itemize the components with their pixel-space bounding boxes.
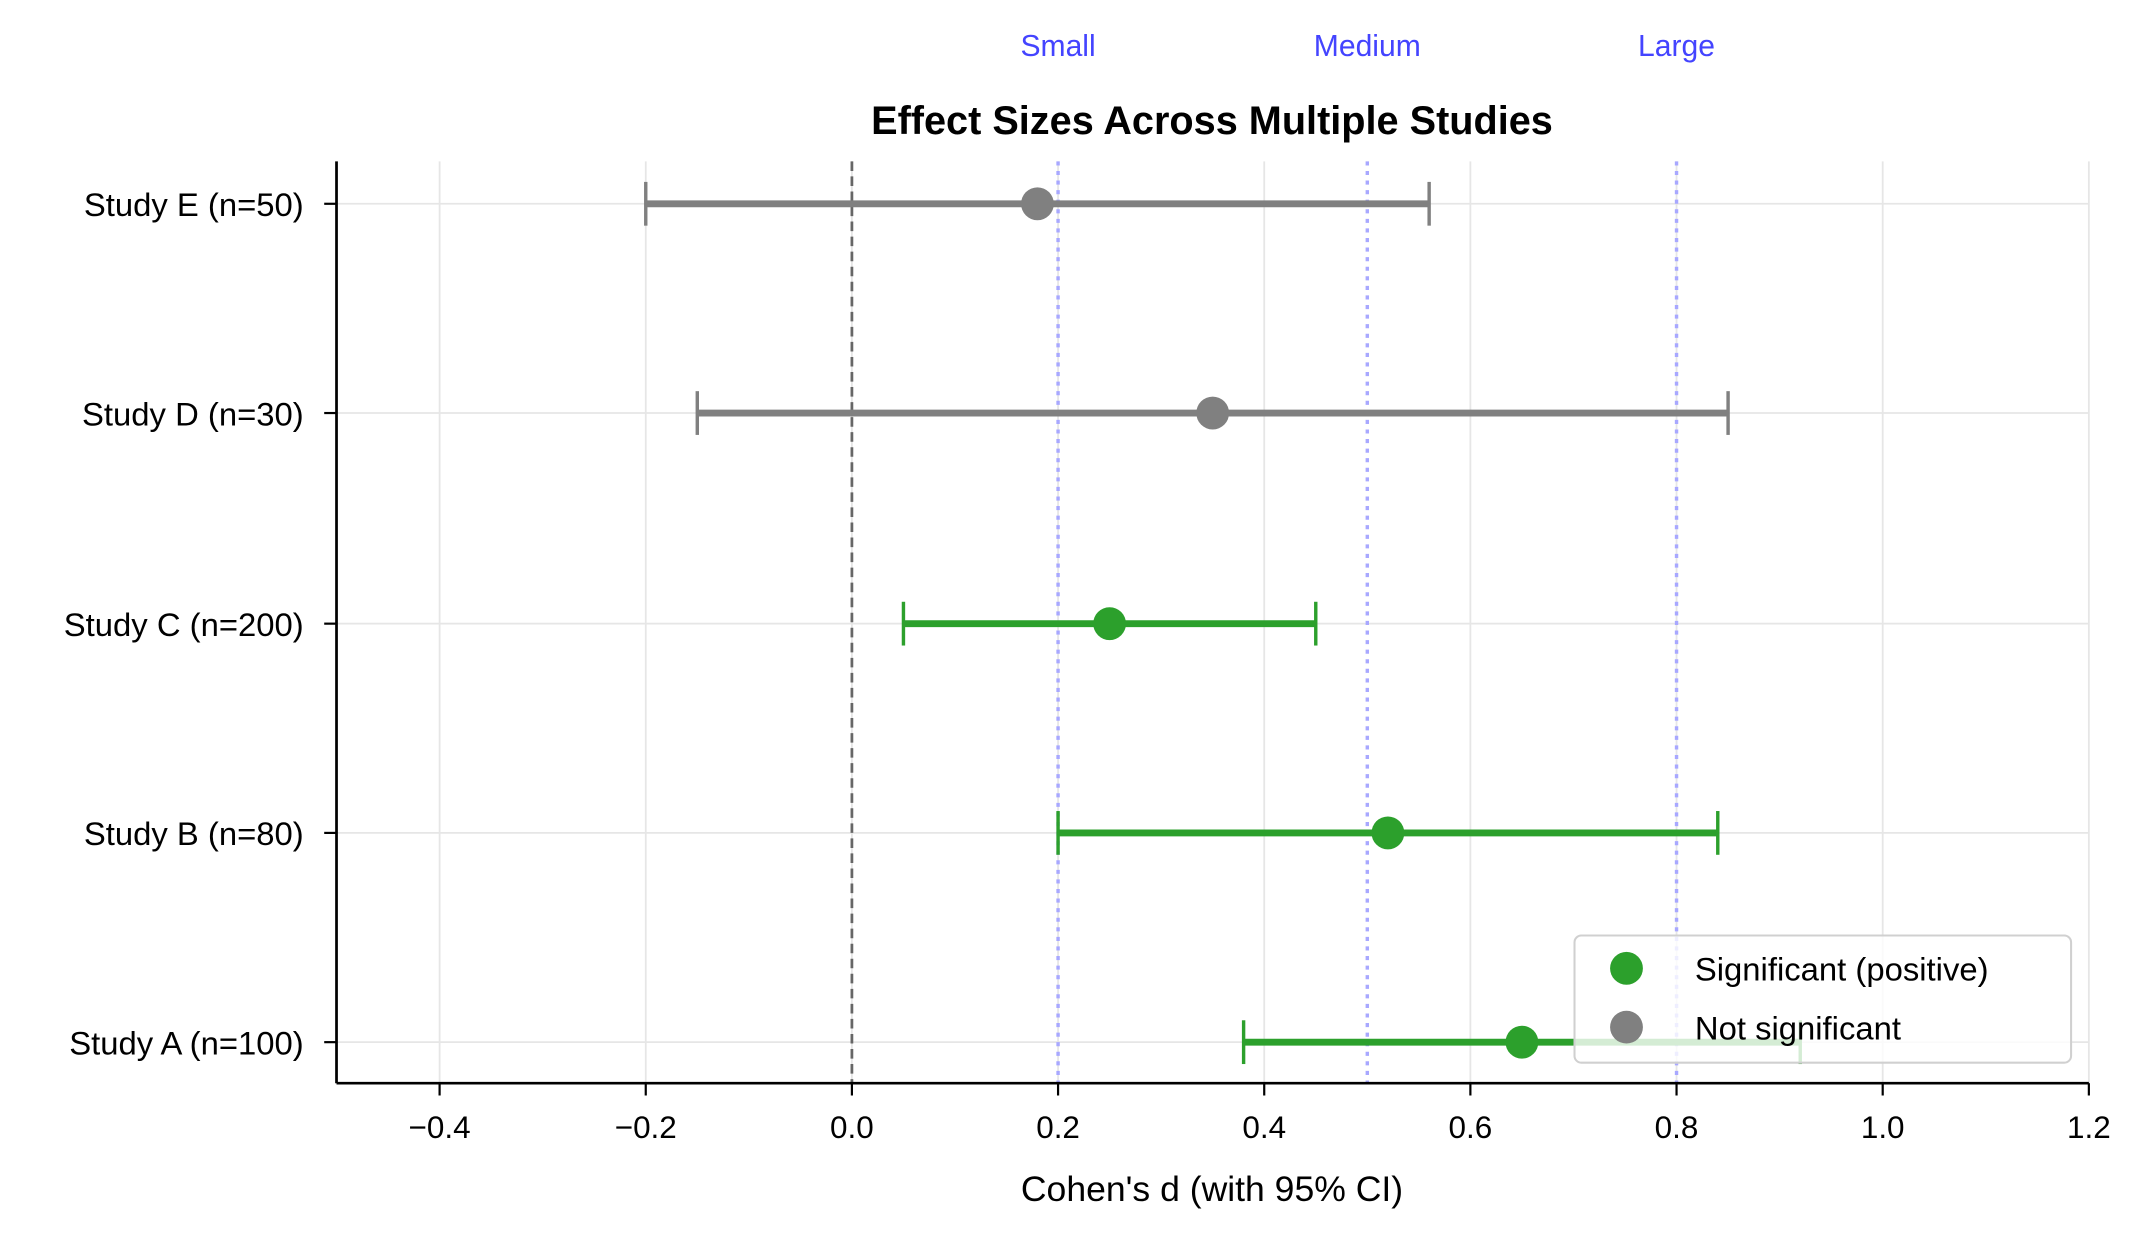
axes: Study A (n=100) Study B (n=80) Study C (n=… [64,161,2111,1145]
legend-label: Significant (positive) [1695,951,1989,988]
y-tick-label: Study E (n=50) [84,186,304,223]
y-tick-label: Study B (n=80) [84,815,304,852]
x-tick-label: −0.2 [615,1110,677,1145]
x-tick-label: 0.2 [1036,1110,1080,1145]
threshold-label-small: Small [1020,30,1095,63]
threshold-label-medium: Medium [1314,30,1421,63]
legend: Significant (positive) Not significant [1573,934,2073,1064]
y-tick-label: Study A (n=100) [69,1024,303,1061]
series [644,181,1802,1065]
x-tick-label: 0.4 [1242,1110,1286,1145]
effect-point [1505,1025,1539,1059]
legend-box [1573,934,2073,1064]
legend-marker [1610,951,1643,985]
legend-label: Not significant [1695,1009,1901,1046]
threshold-label-large: Large [1638,30,1715,63]
x-axis-label: Cohen's d (with 95% CI) [1021,1169,1403,1209]
x-tick-label: 0.8 [1655,1110,1699,1145]
x-tick-label: 0.0 [830,1110,874,1145]
y-tick-label: Study D (n=30) [82,395,304,432]
x-tick-label: 1.2 [2067,1110,2111,1145]
legend-marker [1610,1010,1643,1044]
effect-point [1093,607,1127,641]
y-tick-label: Study C (n=200) [64,606,304,643]
thresholds: Small Medium Large [850,30,1715,1084]
x-tick-label: −0.4 [409,1110,471,1145]
chart-title: Effect Sizes Across Multiple Studies [871,99,1553,143]
x-tick-label: 0.6 [1449,1110,1493,1145]
effect-point [1196,396,1230,430]
x-tick-label: 1.0 [1861,1110,1905,1145]
effect-point [1021,187,1054,221]
effect-point [1371,816,1405,850]
